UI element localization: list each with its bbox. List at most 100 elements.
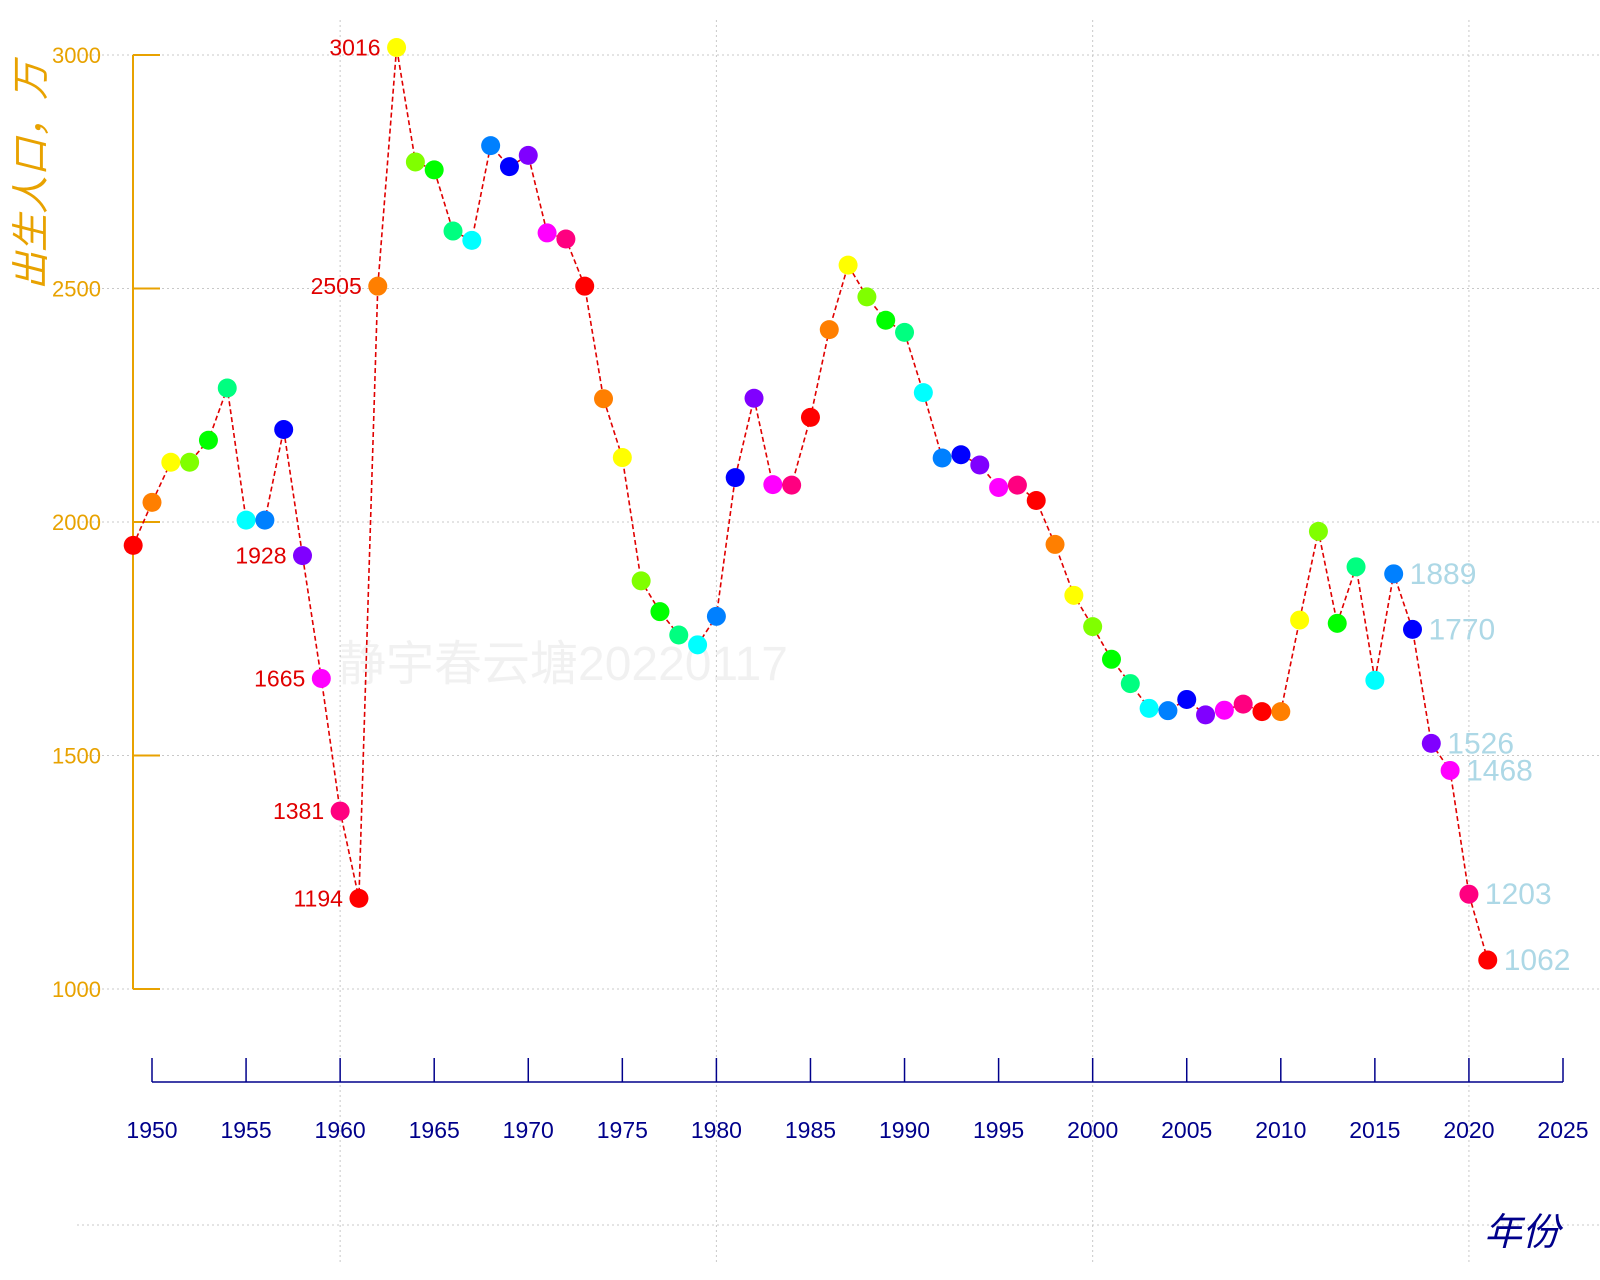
data-point-1988 (857, 287, 877, 307)
data-point-1964 (405, 152, 425, 172)
data-point-2017 (1402, 619, 1422, 639)
data-point-2006 (1196, 705, 1216, 725)
data-point-1993 (951, 445, 971, 465)
data-point-1952 (180, 452, 200, 472)
x-tick-label-2025: 2025 (1537, 1117, 1588, 1143)
data-point-1958 (293, 546, 313, 566)
x-tick-label-1950: 1950 (126, 1117, 177, 1143)
data-point-2007 (1214, 700, 1234, 720)
x-tick-label-2015: 2015 (1349, 1117, 1400, 1143)
data-label-2017: 1770 (1428, 613, 1495, 646)
data-point-1953 (198, 430, 218, 450)
data-point-1983 (763, 475, 783, 495)
data-point-1985 (800, 407, 820, 427)
data-point-2021 (1478, 950, 1498, 970)
x-tick-label-2000: 2000 (1067, 1117, 1118, 1143)
data-point-1984 (782, 475, 802, 495)
data-point-1954 (217, 378, 237, 398)
series-points-layer (123, 38, 1498, 970)
x-tick-label-2020: 2020 (1443, 1117, 1494, 1143)
data-point-1979 (688, 635, 708, 655)
x-tick-label-1980: 1980 (691, 1117, 742, 1143)
x-tick-label-1970: 1970 (503, 1117, 554, 1143)
data-point-2002 (1120, 674, 1140, 694)
data-point-1999 (1064, 585, 1084, 605)
data-point-1959 (311, 668, 331, 688)
data-point-1994 (970, 455, 990, 475)
data-point-1968 (481, 136, 501, 156)
data-point-1951 (161, 452, 181, 472)
x-tick-label-1975: 1975 (597, 1117, 648, 1143)
data-point-2010 (1271, 702, 1291, 722)
data-point-1987 (838, 255, 858, 275)
series-line-layer (132, 47, 1489, 961)
data-point-1976 (631, 571, 651, 591)
data-label-2021: 1062 (1504, 944, 1571, 977)
data-point-1981 (725, 468, 745, 488)
data-label-2019: 1468 (1466, 754, 1533, 787)
data-label-2016: 1889 (1410, 558, 1477, 591)
data-point-1998 (1045, 534, 1065, 554)
y-tick-label-2000: 2000 (52, 510, 101, 535)
data-point-2011 (1290, 610, 1310, 630)
x-tick-label-2005: 2005 (1161, 1117, 1212, 1143)
data-point-1965 (424, 160, 444, 180)
x-tick-label-2010: 2010 (1255, 1117, 1306, 1143)
data-point-1961 (349, 888, 369, 908)
x-tick-label-1990: 1990 (879, 1117, 930, 1143)
data-point-1977 (650, 602, 670, 622)
data-point-1978 (669, 625, 689, 645)
data-point-2016 (1384, 564, 1404, 584)
data-point-2012 (1308, 521, 1328, 541)
data-label-1960: 1381 (273, 798, 324, 824)
data-point-2000 (1083, 617, 1103, 637)
data-point-2005 (1177, 689, 1197, 709)
data-point-1996 (1007, 475, 1027, 495)
data-labels-layer: 1928 1665 1381 1194 2505 3016 1889 1770 15261468… (235, 35, 1570, 978)
data-point-1995 (989, 477, 1009, 497)
x-tick-label-1960: 1960 (315, 1117, 366, 1143)
data-point-2013 (1327, 613, 1347, 633)
data-label-1958: 1928 (235, 543, 286, 569)
y-tick-label-1000: 1000 (52, 977, 101, 1002)
data-point-2001 (1101, 649, 1121, 669)
data-point-1990 (895, 322, 915, 342)
data-point-1992 (932, 448, 952, 468)
x-axis: 1950 1955 1960 1965 1970 1975 1980 1985 1990 1995… (126, 1058, 1589, 1143)
data-point-1950 (142, 492, 162, 512)
grid-layer (77, 20, 1600, 1265)
data-point-1982 (744, 388, 764, 408)
data-point-1971 (537, 223, 557, 243)
data-point-2003 (1139, 698, 1159, 718)
data-label-1962: 2505 (311, 273, 362, 299)
x-tick-label-1995: 1995 (973, 1117, 1024, 1143)
data-point-1986 (819, 320, 839, 340)
y-axis-title: 出生人口，万 (11, 57, 53, 290)
data-point-2020 (1459, 884, 1479, 904)
data-point-1975 (612, 448, 632, 468)
data-point-1957 (274, 420, 294, 440)
y-axis: 1000 1500 2000 2500 3000 (52, 43, 160, 1002)
data-point-2004 (1158, 701, 1178, 721)
data-point-2014 (1346, 557, 1366, 577)
data-point-1956 (255, 510, 275, 530)
data-label-2020: 1203 (1485, 878, 1552, 911)
data-point-1970 (518, 145, 538, 165)
data-point-1949 (123, 535, 143, 555)
data-point-1967 (462, 230, 482, 250)
data-point-1972 (556, 229, 576, 249)
data-point-2009 (1252, 702, 1272, 722)
series-line (132, 47, 1489, 961)
x-tick-label-1985: 1985 (785, 1117, 836, 1143)
data-point-1980 (706, 606, 726, 626)
data-label-1963: 3016 (329, 35, 380, 61)
data-point-1991 (913, 383, 933, 403)
y-tick-label-1500: 1500 (52, 744, 101, 769)
y-tick-label-2500: 2500 (52, 277, 101, 302)
watermark: 静宇春云塘20220117 (338, 638, 788, 691)
data-point-1997 (1026, 491, 1046, 511)
data-point-1960 (330, 801, 350, 821)
data-point-1963 (387, 38, 407, 58)
